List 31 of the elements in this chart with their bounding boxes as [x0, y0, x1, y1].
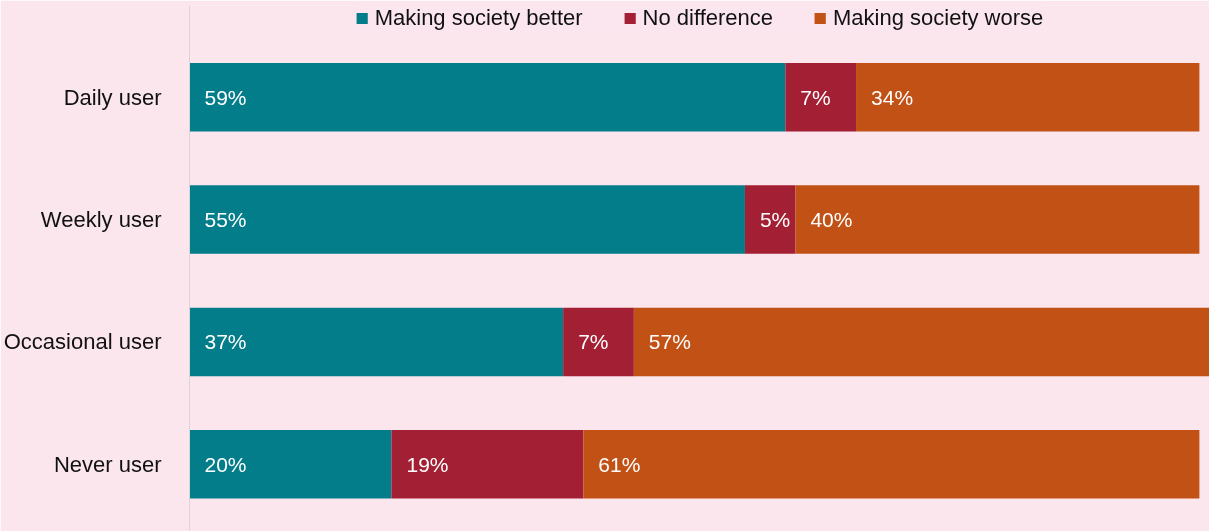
bar — [795, 185, 1200, 254]
bar — [785, 62, 857, 132]
bar — [189, 62, 786, 132]
bar — [744, 185, 796, 254]
bar — [189, 185, 745, 254]
data-label: 37% — [204, 330, 247, 354]
data-label: 61% — [598, 452, 641, 476]
bar — [189, 429, 392, 499]
bar — [633, 307, 1209, 377]
bar — [583, 429, 1200, 499]
data-label: 19% — [406, 452, 449, 476]
data-label: 40% — [810, 208, 853, 232]
bar — [189, 307, 564, 377]
data-label: 20% — [204, 452, 247, 476]
data-label: 55% — [204, 208, 247, 232]
bar — [391, 429, 584, 499]
data-label: 57% — [648, 330, 691, 354]
data-label: 59% — [204, 85, 247, 109]
y-tick-label: Occasional user — [3, 329, 162, 355]
bar — [856, 62, 1200, 132]
data-label: 7% — [800, 85, 831, 109]
bar — [563, 307, 634, 377]
data-label: 5% — [759, 208, 791, 232]
legend-label: Making society better — [374, 5, 583, 31]
data-label: 7% — [578, 330, 609, 354]
y-tick-label: Weekly user — [40, 207, 162, 233]
y-tick-label: Daily user — [63, 84, 162, 110]
legend-label: Making society worse — [833, 5, 1044, 31]
legend-label: No difference — [642, 5, 774, 31]
data-label: 34% — [871, 85, 914, 109]
y-tick-label: Never user — [53, 451, 162, 477]
